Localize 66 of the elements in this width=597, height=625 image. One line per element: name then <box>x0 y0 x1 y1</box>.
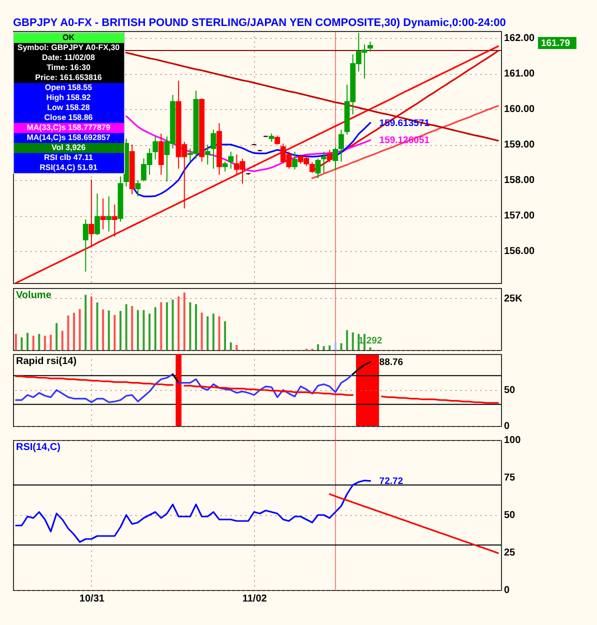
chart-title: Rapid rsi(14) <box>16 356 77 367</box>
y-tick-label: 0 <box>504 585 510 596</box>
candlestick <box>88 179 94 247</box>
text: 161.79 <box>541 38 570 49</box>
chart-title: Volume <box>16 290 52 301</box>
annotation: Close 158.86 <box>14 112 124 122</box>
candlestick <box>222 161 228 172</box>
candlestick <box>152 136 158 160</box>
y-tick-label: 0 <box>504 421 510 432</box>
candlestick <box>106 196 112 232</box>
candlestick <box>135 180 141 197</box>
candlestick <box>292 151 298 170</box>
y-tick-label: 75 <box>504 472 516 484</box>
y-tick-label: 157.00 <box>504 210 536 222</box>
annotation: MA(33,C)s 158.777879 <box>14 122 124 132</box>
annotation: Date: 11/02/08 <box>14 52 124 62</box>
x-tick-label: 10/31 <box>79 594 105 604</box>
line-series <box>178 373 354 398</box>
annotation: MA(14,C)s 158.692857 <box>14 132 124 142</box>
annotation: RSI clb 47.11 <box>14 152 124 162</box>
candlestick <box>315 158 321 179</box>
y-tick-label: 50 <box>504 510 516 521</box>
annotation: Time: 16:30 <box>14 62 124 72</box>
data-label: 72.72 <box>379 476 404 487</box>
candlestick <box>338 129 344 162</box>
candlestick <box>94 193 100 236</box>
candlestick <box>204 144 210 165</box>
annotation: Open 158.55 <box>14 82 124 92</box>
candlestick <box>210 129 216 170</box>
data-label: 88.76 <box>379 357 404 368</box>
line-series <box>15 45 499 284</box>
line-series <box>15 373 174 404</box>
annotation: Symbol: GBPJPY A0-FX,30 <box>14 42 124 52</box>
annotation: Low 158.28 <box>14 102 124 112</box>
y-tick-label: 162.00 <box>504 33 536 44</box>
candlestick <box>158 133 164 176</box>
y-tick-label: 159.00 <box>504 140 536 151</box>
line-series <box>311 105 499 180</box>
candlestick <box>112 204 118 238</box>
annotation: Vol 3,926 <box>14 142 124 152</box>
y-tick-label: 156.00 <box>504 246 536 258</box>
annotation: OK <box>14 32 124 42</box>
line-series <box>125 52 499 142</box>
y-tick-label: 25K <box>504 293 524 304</box>
y-tick-label: 158.00 <box>504 175 536 186</box>
annotation: Price: 161.653816 <box>14 72 124 82</box>
candlestick <box>309 162 315 174</box>
chart-title: RSI(14,C) <box>16 442 60 453</box>
candlestick <box>82 218 88 272</box>
line-series <box>328 493 499 554</box>
y-tick-label: 160.00 <box>504 104 536 116</box>
y-tick-label: 161.00 <box>504 68 536 80</box>
y-tick-label: 50 <box>504 385 516 396</box>
x-tick-label: 11/02 <box>242 594 268 604</box>
y-tick-label: 25 <box>504 548 516 558</box>
candlestick <box>321 151 327 174</box>
line-series <box>15 480 372 543</box>
candlestick <box>326 149 332 163</box>
candlestick <box>100 198 106 230</box>
candlestick <box>368 41 373 52</box>
annotation: High 158.92 <box>14 92 124 102</box>
candlestick <box>228 151 234 170</box>
annotation: RSI(14,C) 51.91 <box>14 162 124 172</box>
candlestick <box>332 146 338 171</box>
chart-title: GBPJPY A0-FX - BRITISH POUND STERLING/JAPAN YEN COMPOSITE,30) Dynamic,0:00-24:00 <box>13 17 506 29</box>
y-tick-label: 100 <box>504 435 522 446</box>
